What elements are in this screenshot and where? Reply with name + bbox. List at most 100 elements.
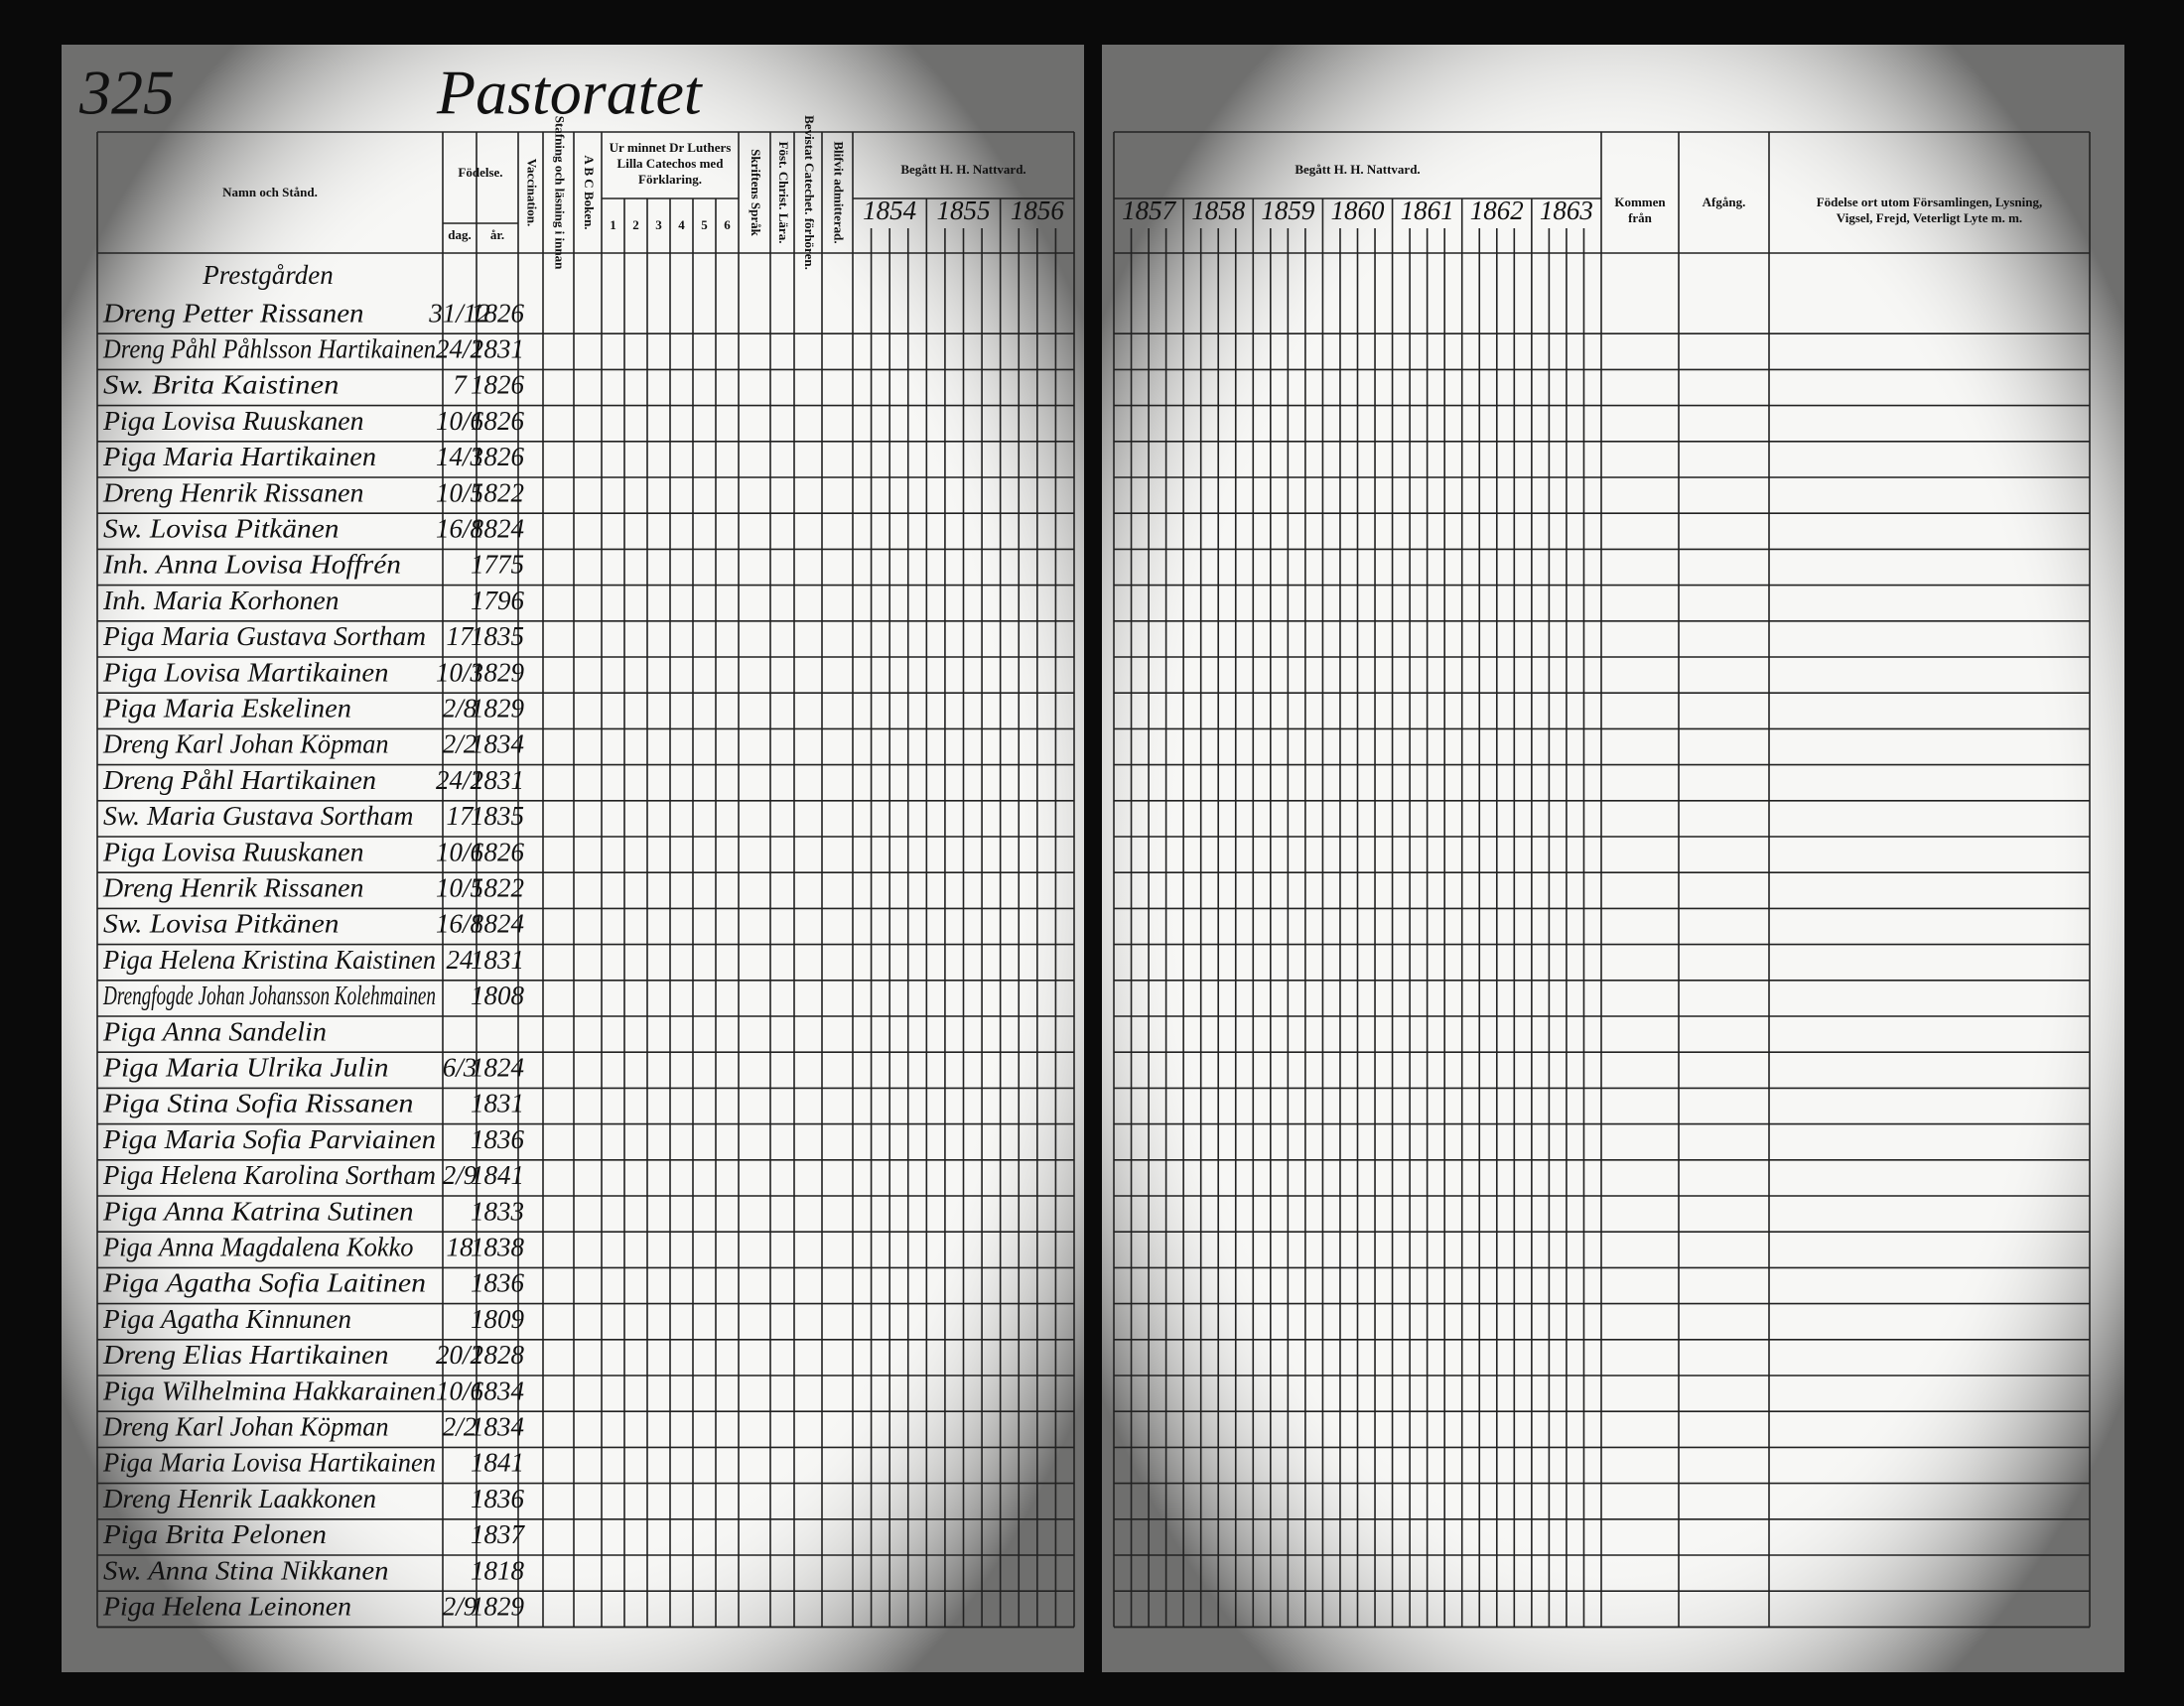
- birth-year: 1824: [471, 514, 524, 544]
- person-name: Piga Maria Lovisa Hartikainen: [102, 1448, 436, 1478]
- birth-day: 16/8: [436, 514, 484, 544]
- birth-year: 1828: [471, 1340, 525, 1370]
- birth-year: 1829: [471, 1592, 525, 1622]
- content: Namn och Stånd. Födelse. dag. år. Vaccinatio…: [102, 115, 2042, 1621]
- birth-year: 1831: [471, 334, 524, 364]
- birth-year: 1822: [471, 477, 524, 507]
- header-communion-year: 1863: [1540, 196, 1593, 225]
- birth-year: 1775: [471, 550, 524, 580]
- birth-day: 10/6: [436, 1376, 484, 1405]
- birth-year: 1829: [471, 694, 525, 723]
- header-part: 5: [701, 217, 708, 232]
- header-notes: Födelse ort utom Församlingen, Lysning,: [1817, 195, 2043, 209]
- header-part: 1: [610, 217, 616, 232]
- right-shade: [1102, 45, 2124, 1672]
- person-name: Piga Anna Magdalena Kokko: [102, 1233, 413, 1262]
- header-catechism: Lilla Catechos med: [617, 156, 725, 171]
- birth-day: 17: [447, 621, 476, 651]
- birth-year: 1834: [471, 1376, 524, 1405]
- birth-day: 24/2: [436, 334, 483, 364]
- birth-year: 1831: [471, 1089, 524, 1118]
- birth-year: 1818: [471, 1555, 525, 1585]
- person-name: Sw. Lovisa Pitkänen: [103, 909, 340, 939]
- birth-day: 10/5: [436, 873, 483, 903]
- person-name: Dreng Påhl Hartikainen: [102, 765, 376, 795]
- header-departed: Afgång.: [1703, 195, 1746, 209]
- birth-year: 1841: [471, 1448, 524, 1478]
- person-name: Piga Lovisa Martikainen: [102, 657, 389, 687]
- person-name: Piga Anna Katrina Sutinen: [102, 1196, 414, 1226]
- person-name: Drengfogde Johan Johansson Kolehmainen: [102, 981, 436, 1010]
- birth-day: 10/3: [436, 657, 483, 687]
- birth-day: 2/2: [443, 729, 478, 759]
- person-name: Piga Lovisa Ruuskanen: [102, 406, 364, 436]
- grid: [96, 131, 2091, 1629]
- section-title: Prestgården: [202, 260, 333, 290]
- birth-year: 1833: [471, 1196, 524, 1226]
- birth-day: 18: [447, 1233, 475, 1262]
- birth-year: 1838: [471, 1233, 525, 1262]
- birth-day: 24: [447, 945, 474, 975]
- header-abc: A B C Boken.: [582, 155, 597, 229]
- person-name: Dreng Karl Johan Köpman: [102, 729, 388, 759]
- person-name: Piga Helena Kristina Kaistinen: [102, 945, 436, 975]
- header-communion-year: 1859: [1261, 196, 1315, 225]
- person-name: Piga Wilhelmina Hakkarainen: [102, 1376, 436, 1405]
- header-communion-year: 1862: [1470, 196, 1524, 225]
- birth-day: 10/6: [436, 837, 484, 866]
- header-communion: Begått H. H. Nattvard.: [1295, 162, 1420, 177]
- person-name: Sw. Brita Kaistinen: [103, 370, 340, 400]
- person-name: Dreng Henrik Rissanen: [102, 477, 364, 507]
- person-name: Dreng Henrik Rissanen: [102, 873, 364, 903]
- person-name: Piga Maria Hartikainen: [102, 442, 376, 471]
- person-name: Dreng Påhl Påhlsson Hartikainen: [102, 334, 436, 364]
- header-communion: Begått H. H. Nattvard.: [900, 162, 1025, 177]
- person-name: Piga Maria Ulrika Julin: [102, 1053, 389, 1083]
- header-scripture: Skriftens Språk: [749, 149, 763, 237]
- birth-year: 1841: [471, 1160, 524, 1190]
- header-name: Namn och Stånd.: [222, 185, 318, 199]
- page-number: 325: [78, 58, 175, 128]
- birth-day: 16/8: [436, 909, 484, 939]
- header-reading: Stafning och läsning i innan: [553, 116, 568, 270]
- header-communion-year: 1858: [1191, 196, 1246, 225]
- person-name: Dreng Petter Rissanen: [102, 298, 364, 328]
- person-name: Dreng Henrik Laakkonen: [102, 1484, 376, 1513]
- birth-year: 1836: [471, 1124, 525, 1154]
- birth-year: 1834: [471, 729, 524, 759]
- birth-day: 2/9: [443, 1160, 478, 1190]
- birth-year: 1836: [471, 1268, 525, 1298]
- person-name: Dreng Karl Johan Köpman: [102, 1412, 388, 1442]
- birth-year: 1835: [471, 801, 524, 831]
- birth-day: 2/2: [443, 1412, 478, 1442]
- birth-day: 2/8: [443, 694, 478, 723]
- birth-day: 24/2: [436, 765, 483, 795]
- header-communion-year: 1861: [1401, 196, 1454, 225]
- person-name: Dreng Elias Hartikainen: [102, 1340, 389, 1370]
- person-name: Piga Agatha Sofia Laitinen: [102, 1268, 426, 1298]
- birth-year: 1824: [471, 1053, 524, 1083]
- person-name: Piga Agatha Kinnunen: [102, 1304, 351, 1334]
- person-name: Piga Maria Gustava Sortham: [102, 621, 426, 651]
- header-examinations: Bevistat Catechet. förhören.: [802, 115, 817, 270]
- birth-year: 1826: [471, 442, 525, 471]
- birth-year: 1837: [471, 1519, 526, 1549]
- header-admitted: Blifvit admitterad.: [832, 141, 847, 243]
- person-name: Piga Brita Pelonen: [102, 1519, 327, 1549]
- person-name: Piga Maria Sofia Parviainen: [102, 1124, 436, 1154]
- birth-year: 1824: [471, 909, 524, 939]
- header-communion-year: 1856: [1011, 196, 1065, 225]
- header-arrived: Kommen: [1614, 195, 1666, 209]
- person-name: Inh. Maria Korhonen: [102, 586, 340, 615]
- header-communion-year: 1855: [937, 196, 991, 225]
- left-shade: [62, 45, 1084, 1672]
- header-communion-year: 1860: [1331, 196, 1386, 225]
- birth-day: 17: [447, 801, 476, 831]
- birth-day: 31/12: [428, 298, 490, 328]
- birth-day: 10/5: [436, 477, 483, 507]
- header-vaccination: Vaccination.: [525, 159, 540, 227]
- person-name: Sw. Maria Gustava Sortham: [103, 801, 413, 831]
- header-catechism: Ur minnet Dr Luthers: [610, 140, 732, 155]
- birth-year: 1826: [471, 370, 525, 400]
